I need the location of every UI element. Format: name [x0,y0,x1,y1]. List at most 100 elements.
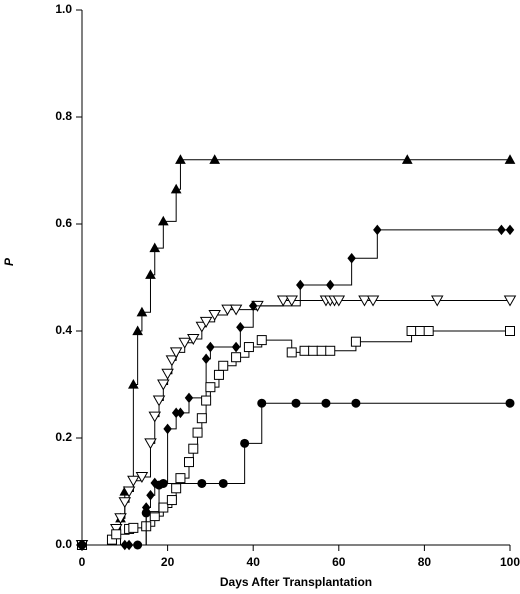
marker [299,345,310,356]
marker [158,502,169,513]
marker [231,352,242,363]
marker [321,398,331,408]
marker [149,242,161,253]
x-tick-label: 60 [332,555,346,569]
marker [178,337,191,349]
marker [325,279,335,291]
x-tick-label: 40 [247,555,261,569]
marker [128,378,139,389]
marker [165,355,179,367]
marker [196,413,207,424]
marker [118,497,132,509]
marker [192,427,203,438]
step-line [82,159,510,546]
marker [505,326,515,336]
marker [188,443,199,454]
marker [503,295,517,307]
marker [291,398,301,408]
x-tick-label: 80 [418,555,432,569]
marker [114,513,127,525]
marker [175,473,186,484]
marker [161,368,174,380]
marker [236,321,245,333]
y-tick-label: 1.0 [55,2,72,16]
marker [208,309,221,321]
marker [169,347,183,359]
x-tick-label: 0 [79,555,86,569]
marker [149,511,160,522]
marker [135,472,149,484]
marker [308,345,319,356]
marker [505,398,515,408]
marker [415,326,426,336]
marker [171,483,182,494]
y-tick-label: 0.4 [55,323,72,337]
y-tick-label: 0.2 [55,430,72,444]
marker [144,438,157,450]
marker [401,154,413,164]
marker [358,295,371,307]
marker [77,540,87,550]
marker [366,295,380,307]
marker [197,478,207,488]
marker [423,326,434,336]
marker [347,252,356,264]
marker [187,334,200,345]
x-tick-label: 100 [500,555,520,569]
marker [201,395,212,406]
marker [231,341,241,353]
marker [122,486,136,498]
marker [158,478,168,488]
marker [505,224,515,236]
marker [205,382,216,393]
marker [257,398,267,408]
marker [184,392,194,404]
marker [248,300,258,312]
marker [497,224,506,236]
marker [128,522,139,533]
marker [243,342,254,353]
marker [136,306,148,317]
marker [132,325,143,336]
marker [350,336,361,347]
marker [201,353,211,365]
marker [504,154,516,164]
step-line [82,402,510,546]
marker [332,295,346,307]
marker [373,224,382,236]
x-tick-label: 20 [161,555,175,569]
x-axis-label: Days After Transplantation [220,575,372,589]
marker [166,495,177,506]
marker [218,360,229,371]
marker [127,475,140,487]
marker [184,457,194,468]
marker [157,215,169,226]
marker [163,423,172,435]
y-tick-label: 0.8 [55,109,72,123]
y-tick-label: 0.6 [55,216,72,230]
marker [146,489,155,501]
step-line [82,229,510,546]
marker [276,295,290,307]
y-tick-label: 0.0 [55,537,72,551]
marker [213,369,224,380]
marker [148,411,162,423]
marker [133,540,143,550]
marker [296,279,305,291]
marker [152,395,166,407]
marker [218,478,228,488]
marker [240,438,250,448]
marker [209,154,221,164]
marker [316,345,327,356]
marker [286,347,297,358]
marker [175,154,186,164]
marker [221,304,234,316]
marker [141,508,151,518]
marker [145,269,156,279]
marker [111,529,122,540]
y-axis-label: P [2,257,16,266]
marker [229,304,243,316]
marker [406,326,417,336]
marker [109,523,123,535]
marker [176,407,185,419]
